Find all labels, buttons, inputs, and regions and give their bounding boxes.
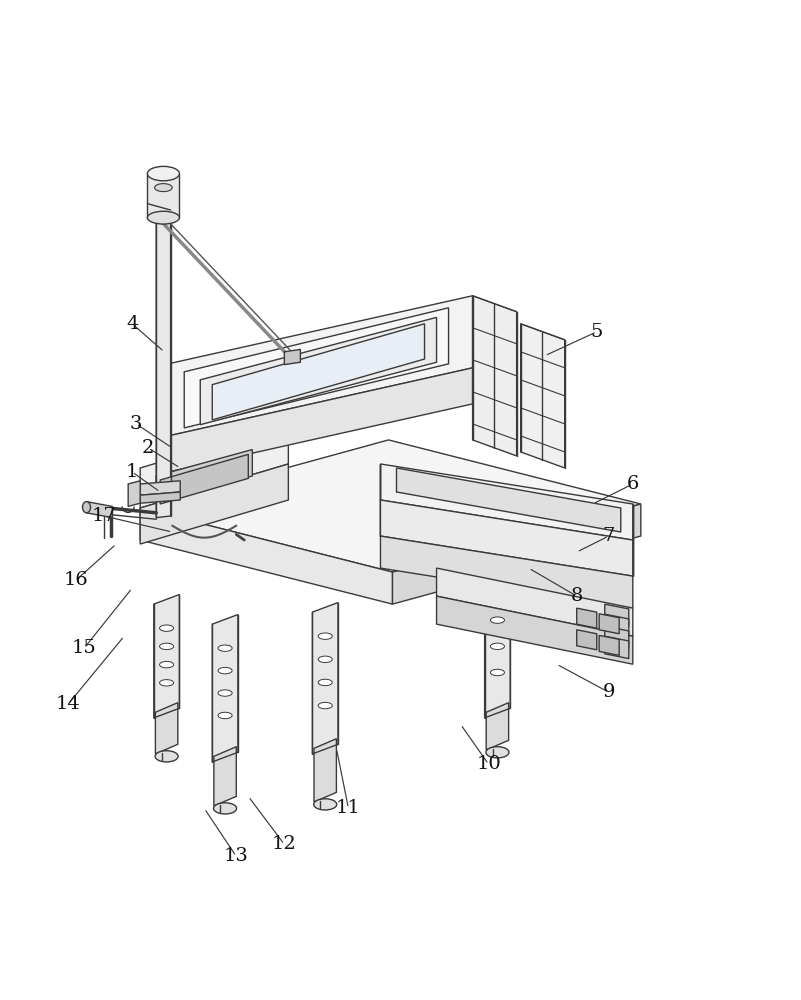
Text: 10: 10 (477, 755, 501, 773)
Text: 2: 2 (142, 439, 155, 457)
Polygon shape (486, 703, 509, 750)
Text: 11: 11 (336, 799, 360, 817)
Text: 8: 8 (570, 587, 583, 605)
Polygon shape (200, 317, 437, 425)
Polygon shape (147, 174, 179, 218)
Polygon shape (140, 481, 180, 495)
Polygon shape (140, 424, 288, 508)
Polygon shape (392, 504, 641, 604)
Polygon shape (87, 502, 112, 518)
Ellipse shape (155, 184, 172, 192)
Text: 17: 17 (92, 507, 116, 525)
Polygon shape (140, 492, 180, 503)
Polygon shape (212, 324, 425, 420)
Polygon shape (396, 468, 621, 532)
Text: 7: 7 (602, 527, 615, 545)
Polygon shape (168, 296, 473, 436)
Text: 12: 12 (272, 835, 296, 853)
Polygon shape (605, 626, 629, 649)
Polygon shape (599, 614, 619, 634)
Polygon shape (156, 210, 171, 518)
Ellipse shape (147, 211, 179, 224)
Polygon shape (380, 500, 633, 576)
Text: 16: 16 (64, 571, 88, 589)
Polygon shape (214, 747, 236, 806)
Polygon shape (140, 508, 392, 604)
Ellipse shape (159, 680, 174, 686)
Polygon shape (154, 595, 179, 718)
Polygon shape (473, 296, 517, 456)
Text: 4: 4 (126, 315, 139, 333)
Ellipse shape (318, 702, 332, 709)
Polygon shape (284, 349, 300, 365)
Polygon shape (128, 481, 140, 506)
Polygon shape (599, 635, 619, 655)
Text: 3: 3 (130, 415, 143, 433)
Polygon shape (156, 450, 252, 502)
Polygon shape (168, 368, 473, 472)
Polygon shape (184, 308, 449, 428)
Polygon shape (577, 630, 597, 650)
Polygon shape (605, 604, 629, 627)
Ellipse shape (218, 645, 232, 651)
Text: 9: 9 (602, 683, 615, 701)
Ellipse shape (218, 667, 232, 674)
Ellipse shape (218, 690, 232, 696)
Ellipse shape (159, 625, 174, 631)
Ellipse shape (318, 679, 332, 686)
Polygon shape (140, 440, 641, 572)
Text: 5: 5 (590, 323, 603, 341)
Polygon shape (155, 703, 178, 754)
Ellipse shape (159, 661, 174, 668)
Ellipse shape (490, 669, 505, 676)
Polygon shape (380, 464, 633, 540)
Polygon shape (485, 587, 510, 718)
Text: 1: 1 (126, 463, 139, 481)
Ellipse shape (159, 643, 174, 650)
Polygon shape (605, 614, 629, 637)
Polygon shape (212, 615, 238, 762)
Ellipse shape (486, 747, 509, 758)
Ellipse shape (314, 799, 336, 810)
Ellipse shape (218, 712, 232, 719)
Polygon shape (437, 568, 633, 636)
Text: 15: 15 (72, 639, 96, 657)
Ellipse shape (490, 643, 505, 650)
Ellipse shape (490, 617, 505, 623)
Text: 14: 14 (56, 695, 80, 713)
Ellipse shape (83, 502, 91, 513)
Polygon shape (380, 536, 633, 608)
Ellipse shape (214, 803, 236, 814)
Polygon shape (521, 324, 565, 468)
Polygon shape (140, 464, 288, 544)
Polygon shape (312, 603, 338, 754)
Text: 13: 13 (223, 847, 249, 865)
Polygon shape (314, 739, 336, 802)
Polygon shape (605, 636, 629, 659)
Ellipse shape (318, 656, 332, 663)
Polygon shape (577, 608, 597, 628)
Polygon shape (437, 596, 633, 664)
Polygon shape (160, 454, 248, 504)
Ellipse shape (147, 166, 179, 181)
Text: 6: 6 (626, 475, 639, 493)
Ellipse shape (318, 633, 332, 639)
Ellipse shape (155, 751, 178, 762)
